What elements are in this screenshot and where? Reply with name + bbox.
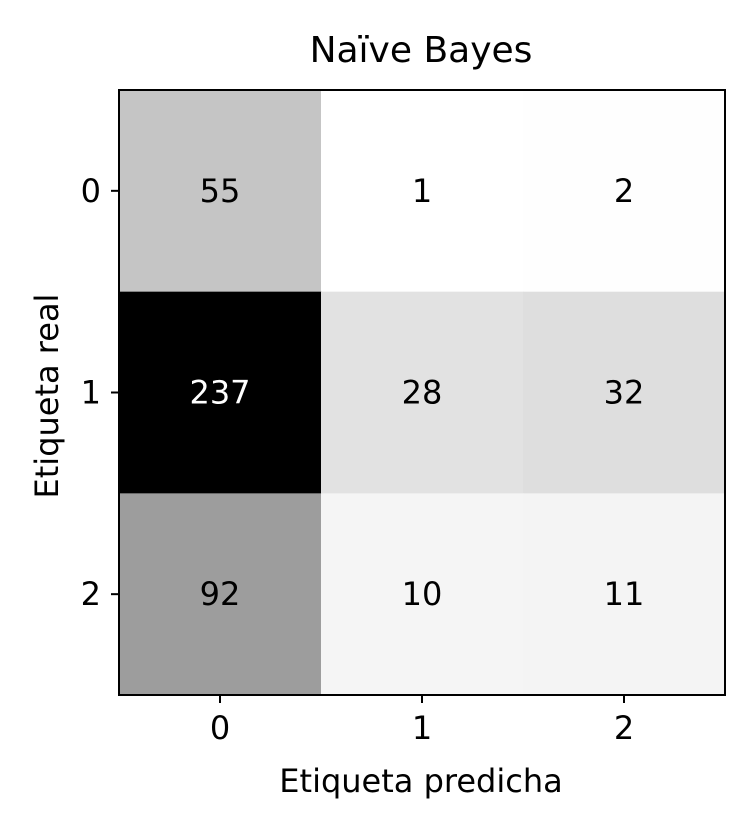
heatmap-cells [119,90,726,696]
x-tick-label-1: 1 [412,709,432,747]
chart-title: Naïve Bayes [310,30,533,71]
heatmap-cell-r1-c2 [523,291,726,494]
heatmap-cell-r2-c0 [119,493,322,696]
heatmap-cell-r1-c1 [321,291,524,494]
heatmap-cell-r0-c0 [119,90,322,293]
x-axis-ticks: 0 1 2 [210,695,634,747]
heatmap-cell-r2-c1 [321,493,524,696]
x-tick-label-0: 0 [210,709,230,747]
heatmap-cell-labels: 55 1 2 237 28 32 92 10 11 [189,172,644,613]
cell-value-r2-c0: 92 [200,575,241,613]
heatmap-cell-r1-c0 [119,291,322,494]
y-axis-label: Etiqueta real [28,294,66,499]
y-tick-label-0: 0 [81,172,101,210]
heatmap-cell-r0-c2 [523,90,726,293]
cell-value-r2-c2: 11 [604,575,645,613]
x-axis-label: Etiqueta predicha [279,762,562,800]
heatmap-cell-r2-c2 [523,493,726,696]
cell-value-r0-c0: 55 [200,172,241,210]
heatmap-cell-r0-c1 [321,90,524,293]
cell-value-r1-c1: 28 [402,374,443,412]
cell-value-r2-c1: 10 [402,575,443,613]
cell-value-r0-c2: 2 [614,172,634,210]
cell-value-r1-c0: 237 [189,374,250,412]
x-tick-label-2: 2 [614,709,634,747]
cell-value-r0-c1: 1 [412,172,432,210]
y-tick-label-1: 1 [81,374,101,412]
cell-value-r1-c2: 32 [604,374,645,412]
y-tick-label-2: 2 [81,575,101,613]
y-axis-ticks: 0 1 2 [81,172,119,613]
